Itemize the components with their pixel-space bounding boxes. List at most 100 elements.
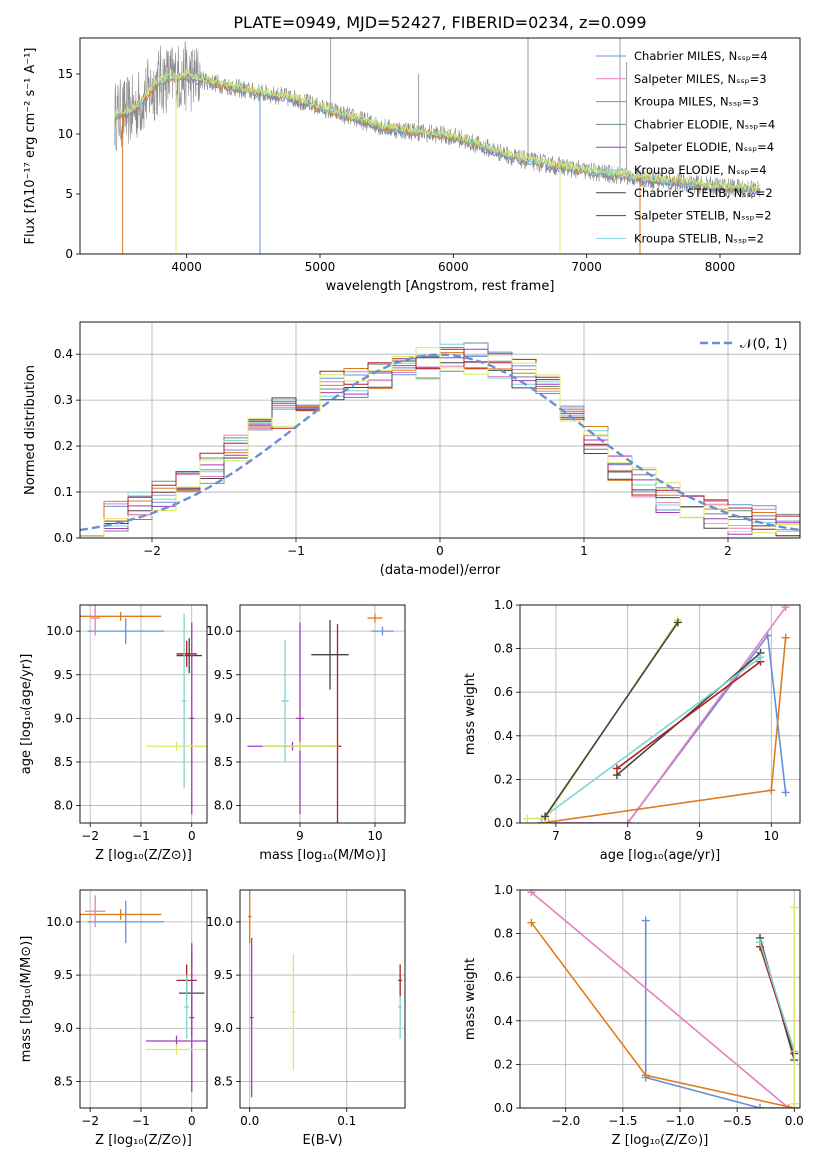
tick-label-x: 9 [296, 829, 304, 843]
axes-frame [519, 889, 801, 1109]
tick-label-y: 0.2 [494, 1057, 513, 1071]
mass_weight_vs_age-y-label: mass weight [463, 673, 478, 755]
series-marker [527, 918, 536, 927]
series-marker [612, 764, 621, 773]
series-marker [781, 605, 790, 612]
residual-y-label: Normed distribution [23, 365, 38, 495]
panel-mass_vs_Z: −2 −1 0 8.5 9.0 9.5 10.0 Z [log₁₀(Z/Z⊙)] mass [l… [19, 889, 208, 1148]
tick-label-y: 9.5 [54, 968, 73, 982]
series-line [530, 891, 795, 1108]
axes-frame [239, 889, 406, 1109]
spectrum-plot-area [114, 38, 761, 254]
series-marker [756, 938, 764, 947]
panel-age_vs_Z: −2 −1 0 8.0 8.5 9.0 9.5 10.0 Z [log₁₀(Z/Z⊙)] age … [19, 604, 208, 863]
panel-mass_weight_vs_Z: −2.0 −1.5 −1.0 −0.5 0.0 0.0 0.2 0.4 0.6 0.8 1.0 Z [… [463, 883, 804, 1148]
series-line [616, 661, 761, 770]
tick-label-x: −1.5 [608, 1114, 637, 1128]
residual-plot-area [80, 342, 800, 537]
axes-frame [79, 889, 208, 1109]
age_vs_mass-x-label: mass [log₁₀(M/M⊙)] [259, 848, 386, 863]
axes-frame [239, 604, 406, 824]
tick-label-x: 8 [624, 829, 632, 843]
panel-mass_weight_vs_age: 7 8 9 10 0.0 0.2 0.4 0.6 0.8 1.0 age [log₁₀(age/yr… [463, 598, 801, 863]
model-spectrum-line [114, 72, 761, 193]
panel-age_vs_mass: 9 10 8.0 8.5 9.0 9.5 10.0 mass [log₁₀(M/M⊙)] [206, 604, 406, 863]
errorbar-plot-area [247, 613, 394, 823]
legend-label: Kroupa STELIB, Nₛₛₚ=2 [634, 231, 764, 245]
tick-label-y: 0.4 [54, 347, 73, 361]
tick-label-y: 9.0 [214, 1021, 233, 1035]
tick-label-x: 4000 [171, 260, 202, 274]
tick-label-y: 9.5 [54, 668, 73, 682]
series-marker [767, 786, 776, 795]
tick-label-y: 0.8 [494, 927, 513, 941]
mass_weight_vs_Z-y-label: mass weight [463, 958, 478, 1040]
tick-label-x: 5000 [305, 260, 336, 274]
tick-label-y: 9.0 [214, 711, 233, 725]
tick-label-y: 9.5 [214, 668, 233, 682]
series-marker [756, 653, 765, 662]
figure-title: PLATE=0949, MJD=52427, FIBERID=0234, z=0… [233, 13, 646, 32]
tick-label-y: 0.6 [494, 685, 513, 699]
tick-label-x: 10 [367, 829, 382, 843]
tick-label-y: 15 [58, 67, 73, 81]
tick-label-x: 0 [188, 1114, 196, 1128]
legend-label: 𝒩(0, 1) [740, 337, 787, 352]
tick-label-y: 1.0 [494, 883, 513, 897]
series-line [541, 656, 761, 820]
tick-label-y: 9.0 [54, 711, 73, 725]
series-marker [641, 916, 650, 925]
series-marker [544, 819, 553, 823]
legend-label: Kroupa ELODIE, Nₛₛₚ=4 [634, 163, 767, 177]
series-marker [623, 819, 632, 823]
legend-label: Chabrier STELIB, Nₛₛₚ=2 [634, 186, 773, 200]
tick-label-x: 0.0 [240, 1114, 259, 1128]
tick-label-x: 8000 [705, 260, 736, 274]
tick-label-x: 9 [696, 829, 704, 843]
tick-label-y: 0.4 [494, 729, 513, 743]
tick-label-x: 0 [436, 544, 444, 558]
mass_weight_vs_age-x-label: age [log₁₀(age/yr)] [600, 848, 721, 863]
tick-label-y: 10.0 [206, 624, 233, 638]
tick-label-x: −1 [287, 544, 305, 558]
tick-label-x: −1.0 [665, 1114, 694, 1128]
tick-label-y: 9.0 [54, 1021, 73, 1035]
tick-label-y: 9.5 [214, 968, 233, 982]
mass_vs_Z-x-label: Z [log₁₀(Z/Z⊙)] [95, 1133, 192, 1148]
age_vs_Z-x-label: Z [log₁₀(Z/Z⊙)] [95, 848, 192, 863]
errorbar-plot-area [80, 605, 207, 815]
tick-label-x: 0.0 [785, 1114, 804, 1128]
tick-label-y: 10.0 [46, 624, 73, 638]
tick-label-y: 8.0 [54, 799, 73, 813]
legend-label: Salpeter STELIB, Nₛₛₚ=2 [634, 209, 772, 223]
tick-label-x: 7 [552, 829, 560, 843]
tick-label-y: 0.0 [494, 1101, 513, 1115]
axes-frame [79, 321, 801, 539]
tick-label-y: 0.0 [494, 816, 513, 830]
tick-label-y: 0.2 [54, 439, 73, 453]
axes-frame [79, 37, 801, 255]
tick-label-x: −1 [132, 829, 150, 843]
residual-x-label: (data-model)/error [380, 563, 501, 578]
age_vs_Z-y-label: age [log₁₀(age/yr)] [19, 654, 34, 775]
mass_weight_vs_Z-x-label: Z [log₁₀(Z/Z⊙)] [612, 1133, 709, 1148]
tick-label-y: 0.4 [494, 1014, 513, 1028]
panel-spectrum: 4000 5000 6000 7000 8000 0 5 10 15 wavelength [An… [23, 37, 801, 294]
tick-label-x: 7000 [571, 260, 602, 274]
series-marker [784, 1104, 793, 1108]
tick-label-y: 10.0 [46, 915, 73, 929]
residual-histogram [80, 347, 800, 537]
tick-label-x: −2 [81, 1114, 99, 1128]
tick-label-y: 8.5 [214, 1074, 233, 1088]
axes-frame [519, 604, 801, 824]
series-marker [781, 788, 790, 797]
spectrum-y-label: Flux [fλ10⁻¹⁷ erg cm⁻² s⁻¹ A⁻¹] [23, 48, 38, 245]
series-marker [527, 890, 536, 897]
legend-label: Salpeter ELODIE, Nₛₛₚ=4 [634, 140, 774, 154]
series-marker [541, 812, 550, 821]
series-line [759, 942, 796, 1052]
normal-curve [80, 353, 800, 532]
tick-label-y: 8.5 [54, 1074, 73, 1088]
